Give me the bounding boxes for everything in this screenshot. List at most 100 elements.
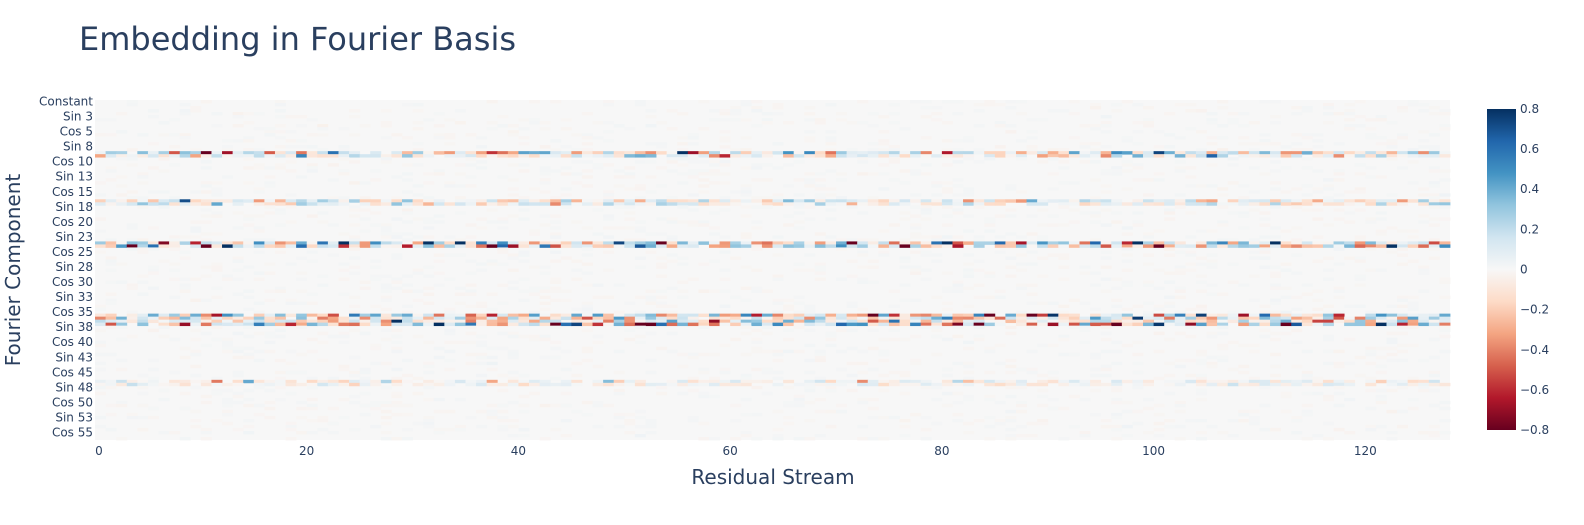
heatmap-cell (687, 172, 699, 176)
heatmap-cell (507, 130, 519, 134)
heatmap-cell (1333, 316, 1345, 321)
heatmap-cell (1153, 376, 1165, 381)
heatmap-cell (1270, 286, 1282, 290)
heatmap-cell (1365, 175, 1377, 179)
heatmap-cell (836, 202, 848, 206)
heatmap-cell (1100, 289, 1112, 293)
heatmap-cell (1217, 151, 1229, 155)
heatmap-cell (1132, 409, 1144, 414)
heatmap-cell (1375, 424, 1387, 429)
heatmap-cell (1386, 319, 1398, 324)
heatmap-cell (730, 109, 742, 113)
heatmap-cell (952, 412, 964, 417)
heatmap-cell (677, 322, 689, 327)
heatmap-cell (634, 220, 646, 224)
heatmap-cell (539, 127, 551, 131)
heatmap-cell (899, 337, 911, 342)
heatmap-cell (507, 214, 519, 218)
heatmap-cell (412, 334, 424, 339)
heatmap-cell (274, 100, 286, 104)
heatmap-cell (486, 313, 498, 318)
heatmap-cell (190, 244, 202, 248)
heatmap-cell (359, 382, 371, 387)
heatmap-cell (497, 409, 509, 414)
heatmap-cell (1418, 379, 1430, 384)
heatmap-cell (1354, 274, 1366, 278)
heatmap-cell (1153, 322, 1165, 327)
heatmap-cell (529, 154, 541, 158)
heatmap-cell (179, 316, 191, 321)
heatmap-cell (296, 277, 308, 281)
heatmap-cell (243, 322, 255, 327)
heatmap-cell (497, 418, 509, 423)
heatmap-cell (222, 139, 234, 143)
heatmap-cell (1428, 355, 1440, 360)
heatmap-cell (401, 373, 413, 378)
heatmap-cell (1068, 319, 1080, 324)
heatmap-cell (1333, 199, 1345, 203)
heatmap-cell (1217, 241, 1229, 245)
heatmap-cell (878, 199, 890, 203)
heatmap-cell (1153, 307, 1165, 312)
heatmap-cell (878, 313, 890, 318)
heatmap-cell (603, 313, 615, 318)
heatmap-cell (1068, 313, 1080, 318)
heatmap-cell (327, 154, 339, 158)
heatmap-cell (708, 109, 720, 113)
heatmap-cell (412, 391, 424, 396)
heatmap-cell (1375, 397, 1387, 402)
heatmap-cell (973, 259, 985, 263)
heatmap-cell (497, 217, 509, 221)
heatmap-cell (253, 310, 265, 315)
heatmap-cell (1174, 154, 1186, 158)
heatmap-cell (1439, 244, 1451, 248)
heatmap-cell (613, 415, 625, 420)
heatmap-cell (1090, 151, 1102, 155)
heatmap-cell (200, 394, 212, 399)
heatmap-cell (963, 190, 975, 194)
heatmap-cell (1153, 229, 1165, 233)
heatmap-cell (264, 238, 276, 242)
heatmap-cell (1174, 250, 1186, 254)
heatmap-cell (783, 349, 795, 354)
heatmap-cell (931, 322, 943, 327)
heatmap-cell (306, 418, 318, 423)
heatmap-cell (539, 178, 551, 182)
heatmap-cell (190, 328, 202, 333)
heatmap-cell (804, 400, 816, 405)
heatmap-cell (984, 217, 996, 221)
heatmap-cell (423, 265, 435, 269)
heatmap-cell (1206, 313, 1218, 318)
heatmap-cell (952, 208, 964, 212)
heatmap-cell (783, 319, 795, 324)
heatmap-cell (571, 148, 583, 152)
heatmap-cell (825, 187, 837, 191)
heatmap-cell (931, 259, 943, 263)
heatmap-cell (1174, 103, 1186, 107)
heatmap-cell (349, 181, 361, 185)
heatmap-cell (465, 259, 477, 263)
heatmap-cell (941, 205, 953, 209)
heatmap-cell (476, 160, 488, 164)
heatmap-cell (1195, 280, 1207, 284)
heatmap-cell (1333, 244, 1345, 248)
heatmap-cell (1301, 370, 1313, 375)
heatmap-cell (1047, 406, 1059, 411)
heatmap-cell (444, 277, 456, 281)
heatmap-cell (1301, 184, 1313, 188)
heatmap-cell (232, 349, 244, 354)
heatmap-cell (592, 313, 604, 318)
heatmap-cell (560, 154, 572, 158)
heatmap-cell (1322, 316, 1334, 321)
heatmap-cell (1439, 382, 1451, 387)
heatmap-cell (1185, 250, 1197, 254)
heatmap-cell (1015, 241, 1027, 245)
heatmap-cell (1238, 136, 1250, 140)
heatmap-cell (857, 379, 869, 384)
heatmap-cell (126, 313, 138, 318)
heatmap-cell (1418, 385, 1430, 390)
heatmap-cell (857, 151, 869, 155)
heatmap-cell (433, 259, 445, 263)
heatmap-cell (486, 199, 498, 203)
heatmap-cell (264, 154, 276, 158)
